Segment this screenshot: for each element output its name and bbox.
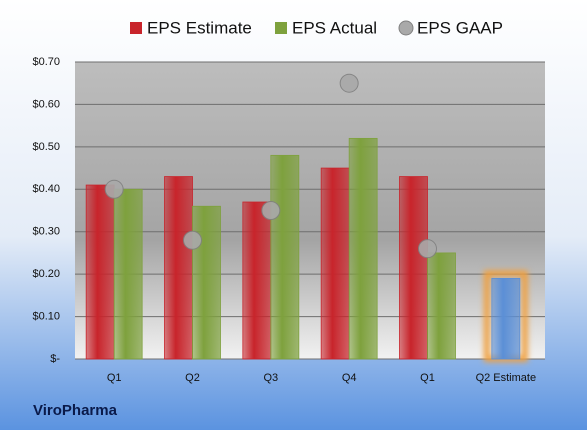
plot-area [75, 62, 545, 359]
bar [85, 184, 115, 360]
bar [192, 205, 221, 360]
y-tick-label: $0.70 [32, 56, 60, 68]
legend-label: EPS GAAP [417, 18, 503, 37]
x-tick-label: Q4 [342, 372, 357, 384]
bar [113, 188, 143, 360]
legend-marker [130, 22, 142, 34]
bar [242, 201, 272, 360]
bar [320, 167, 350, 360]
x-tick-label: Q2 [185, 372, 200, 384]
gaap-point [418, 239, 437, 259]
gaap-point [183, 230, 202, 250]
bar [348, 137, 378, 360]
bar [164, 176, 193, 360]
y-tick-label: $- [50, 353, 60, 365]
legend-marker [398, 20, 414, 36]
x-tick-label: Q1 [107, 372, 122, 384]
y-tick-label: $0.50 [32, 141, 60, 153]
y-tick-label: $0.20 [32, 268, 60, 280]
y-tick-label: $0.40 [32, 183, 60, 195]
legend-marker [275, 22, 287, 34]
legend-label: EPS Actual [292, 18, 377, 37]
x-tick-label: Q2 Estimate [476, 372, 537, 384]
gaap-point [261, 201, 281, 220]
brand: ViroPharma [33, 402, 118, 419]
y-tick-label: $0.10 [32, 310, 60, 322]
gaap-point [104, 179, 124, 199]
gaap-point [339, 73, 359, 93]
x-tick-label: Q3 [263, 372, 278, 384]
bar [399, 176, 428, 360]
y-tick-label: $0.30 [32, 226, 60, 238]
bar [270, 154, 300, 360]
bar [491, 277, 521, 360]
legend-label: EPS Estimate [147, 18, 252, 37]
x-tick-label: Q1 [420, 372, 435, 384]
bar [427, 252, 456, 360]
y-tick-label: $0.60 [32, 98, 60, 110]
